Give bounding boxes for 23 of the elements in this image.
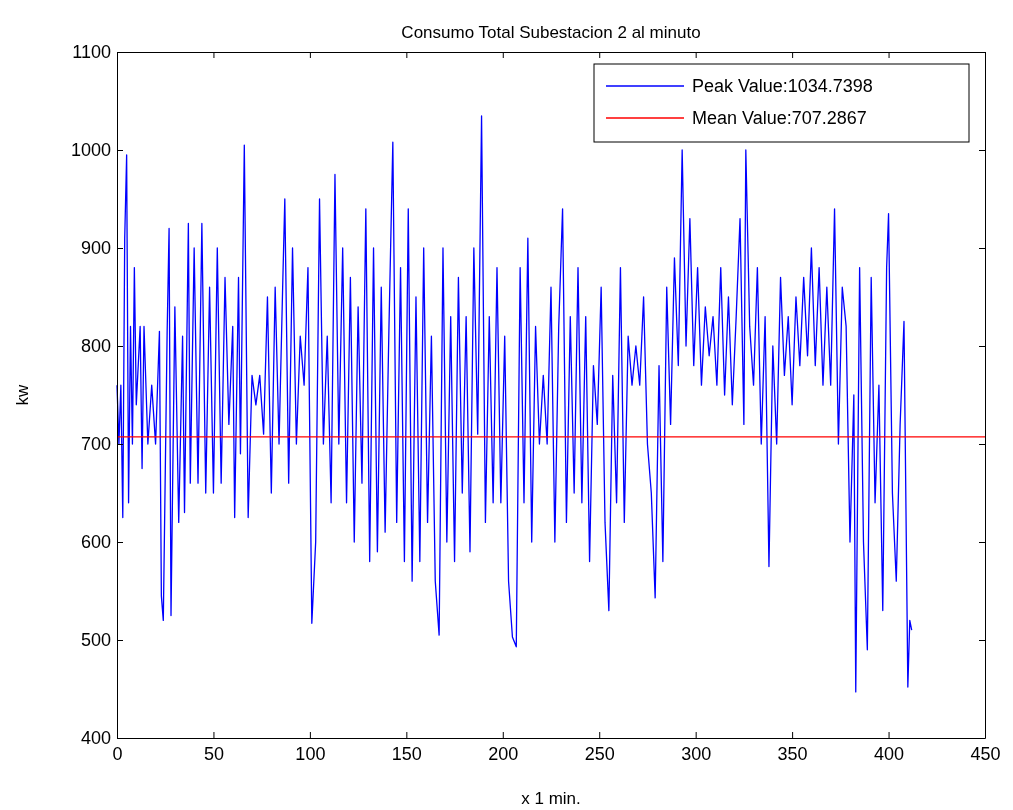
x-tick-label: 150: [391, 744, 422, 765]
legend-label: Mean Value:707.2867: [692, 108, 867, 128]
y-tick-label: 1000: [70, 140, 111, 161]
y-tick-label: 800: [80, 336, 111, 357]
y-axis-title: kw: [13, 383, 32, 406]
x-tick-label: 300: [681, 744, 712, 765]
y-tick-label: 900: [80, 238, 111, 259]
chart-title: Consumo Total Subestacion 2 al minuto: [401, 23, 701, 42]
x-tick-label: 100: [295, 744, 326, 765]
x-tick-label: 0: [112, 744, 123, 765]
y-tick-label: 600: [80, 532, 111, 553]
y-tick-label: 700: [80, 434, 111, 455]
legend-label: Peak Value:1034.7398: [692, 76, 873, 96]
y-tick-label: 400: [80, 728, 111, 749]
x-tick-label: 350: [777, 744, 808, 765]
x-tick-label: 200: [488, 744, 519, 765]
x-axis-title: x 1 min.: [521, 789, 581, 808]
x-tick-label: 400: [874, 744, 905, 765]
y-tick-label: 1100: [72, 42, 111, 63]
x-tick-label: 50: [203, 744, 224, 765]
x-tick-label: 450: [970, 744, 1001, 765]
x-tick-label: 250: [584, 744, 615, 765]
y-tick-label: 500: [80, 630, 111, 651]
